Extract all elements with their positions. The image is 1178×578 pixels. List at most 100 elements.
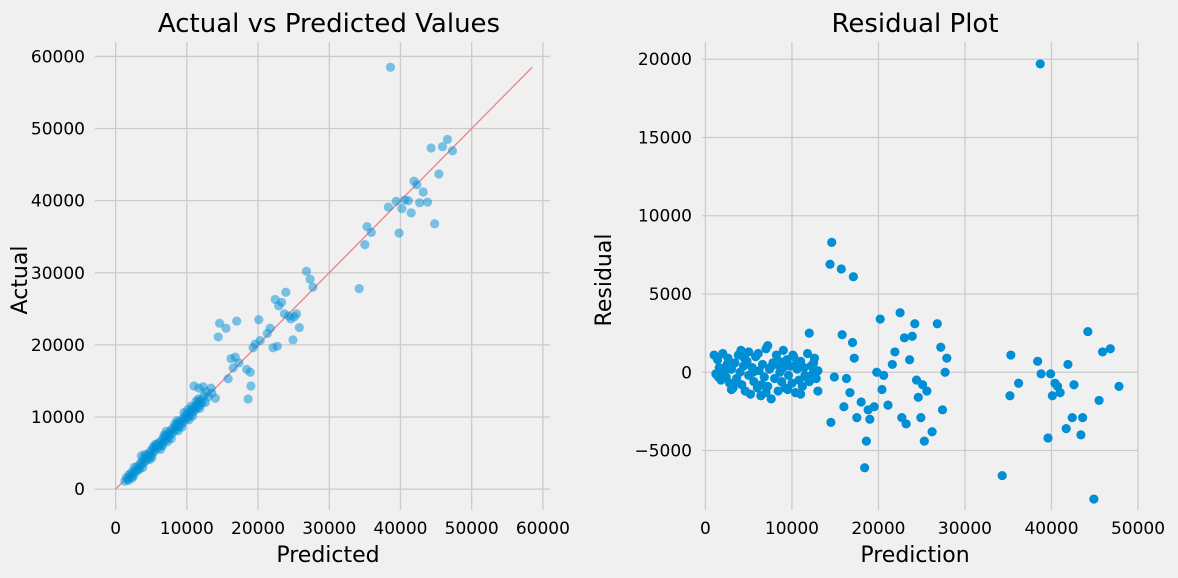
scatter-point [800, 370, 810, 380]
scatter-point [910, 319, 920, 329]
scatter-point [913, 392, 923, 402]
x-tick-label: 40000 [1024, 519, 1078, 539]
scatter-point [860, 463, 870, 473]
scatter-point [763, 341, 773, 351]
grid-lines [95, 42, 550, 510]
scatter-points [709, 59, 1124, 504]
scatter-point [872, 367, 882, 377]
scatter-point [228, 363, 238, 373]
scatter-point [1083, 326, 1093, 337]
scatter-point [422, 197, 433, 207]
scatter-point [730, 358, 740, 368]
scatter-point [147, 452, 157, 462]
scatter-point [246, 381, 256, 391]
y-tick-label: 10000 [31, 408, 85, 428]
scatter-point [849, 353, 859, 363]
x-tick-label: 60000 [516, 519, 570, 539]
scatter-point [847, 337, 858, 348]
x-tick-label: 50000 [1111, 519, 1165, 539]
scatter-point [1043, 433, 1053, 443]
scatter-point [937, 405, 948, 415]
scatter-point [1089, 494, 1099, 504]
scatter-point [223, 374, 233, 384]
scatter-point [778, 345, 788, 355]
scatter-points [115, 62, 533, 490]
scatter-point [1033, 356, 1043, 366]
chart-title: Residual Plot [831, 9, 998, 39]
scatter-point [221, 323, 231, 333]
scatter-point [712, 355, 723, 365]
scatter-point [759, 372, 769, 382]
scatter-point [1069, 380, 1079, 390]
scatter-point [829, 372, 839, 382]
scatter-point [1047, 391, 1057, 401]
scatter-point [173, 426, 183, 436]
x-tick-label: 0 [110, 519, 121, 539]
y-tick-label: 10000 [638, 207, 692, 227]
scatter-point [879, 370, 889, 380]
scatter-point [997, 470, 1007, 481]
scatter-point [804, 328, 814, 338]
scatter-point [158, 441, 168, 451]
scatter-point [796, 389, 806, 399]
scatter-point [916, 413, 926, 423]
y-tick-label: 0 [74, 480, 85, 500]
scatter-point [403, 196, 413, 206]
scatter-point [1061, 424, 1071, 434]
scatter-point [191, 396, 201, 406]
scatter-point [869, 402, 879, 412]
scatter-point [148, 441, 158, 452]
scatter-point [922, 386, 932, 396]
scatter-point [418, 187, 428, 197]
scatter-point [255, 335, 265, 346]
scatter-point [887, 359, 897, 370]
scatter-point [783, 384, 793, 395]
scatter-point [1105, 344, 1115, 354]
scatter-point [391, 196, 401, 206]
scatter-point [1036, 369, 1046, 379]
x-tick-label: 20000 [851, 519, 905, 539]
scatter-point [360, 240, 370, 250]
scatter-point [434, 169, 444, 179]
scatter-point [437, 141, 448, 152]
tick-labels: 0 10000 20000 30000 40000 50000 −5000 0 5000 1000… [634, 50, 1165, 539]
scatter-point [1094, 395, 1104, 406]
y-axis-label: Residual [592, 234, 617, 327]
scatter-point [215, 318, 225, 328]
x-axis-label: Prediction [860, 543, 969, 568]
scatter-point [210, 393, 220, 403]
scatter-point [179, 408, 189, 418]
scatter-point [848, 272, 858, 282]
scatter-point [213, 332, 223, 342]
scatter-point [932, 319, 942, 329]
scatter-point [1046, 369, 1056, 379]
scatter-point [254, 315, 264, 325]
scatter-point [415, 198, 425, 208]
scatter-point [905, 355, 915, 365]
grid-lines [702, 42, 1139, 510]
tick-labels: 0 10000 20000 30000 40000 50000 60000 0 10000 200… [31, 47, 570, 539]
scatter-point [753, 348, 763, 359]
scatter-point [865, 414, 875, 424]
scatter-point [875, 314, 885, 324]
scatter-point [841, 373, 852, 384]
residual-plot-chart: 0 10000 20000 30000 40000 50000 −5000 0 5000 1000… [592, 9, 1165, 568]
scatter-point [200, 397, 210, 408]
scatter-point [883, 400, 893, 410]
y-tick-label: 40000 [31, 192, 85, 212]
scatter-point [281, 287, 291, 297]
scatter-point [308, 282, 318, 292]
scatter-point [813, 386, 823, 396]
scatter-point [1076, 430, 1086, 440]
scatter-point [1097, 347, 1108, 357]
scatter-point [272, 341, 282, 351]
scatter-point [936, 342, 946, 352]
scatter-point [791, 359, 801, 370]
x-axis-label: Predicted [276, 543, 379, 568]
scatter-point [797, 381, 807, 391]
scatter-point [447, 146, 458, 156]
scatter-point [722, 359, 732, 370]
scatter-point [1035, 59, 1045, 69]
scatter-point [811, 373, 821, 384]
